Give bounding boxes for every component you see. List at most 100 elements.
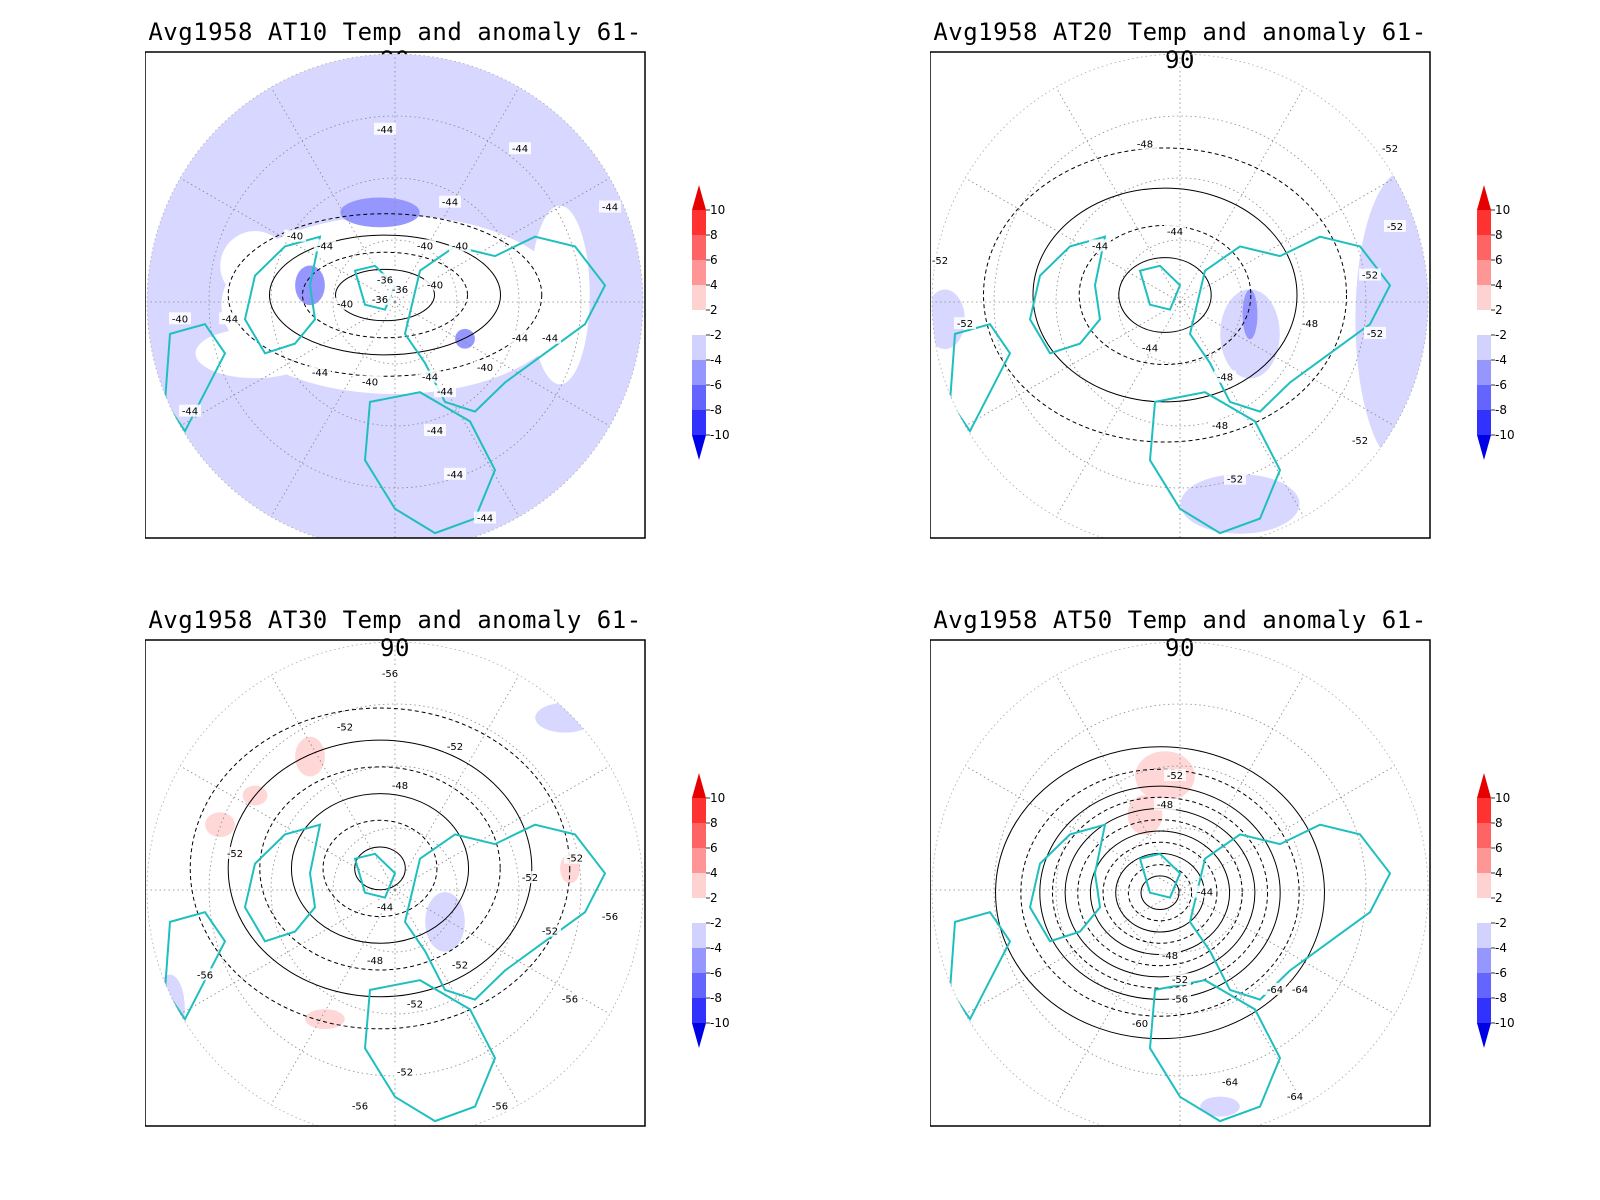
meridian-line — [1179, 889, 1305, 1105]
latitude-circle — [270, 765, 520, 1015]
meridian-line — [1179, 889, 1395, 1015]
contour-label: -52 — [407, 1000, 423, 1011]
colorbar-arrow-bottom — [692, 1023, 706, 1048]
colorbar-segment — [1477, 410, 1491, 435]
map-frame-border — [930, 639, 1431, 1127]
colorbar-label: 2 — [710, 891, 718, 905]
anomaly-area — [155, 974, 185, 1045]
colorbar-label: 10 — [710, 203, 725, 217]
contour-label: -40 — [417, 241, 433, 252]
colorbar-label: 10 — [1495, 791, 1510, 805]
colorbar-segment — [1477, 798, 1491, 823]
map-panel: Avg1958 AT30 Temp and anomaly 61-90 -56 -5… — [145, 598, 905, 1178]
coastline — [353, 852, 397, 899]
colorbar-arrow-bottom — [1477, 435, 1491, 460]
meridian-line — [965, 301, 1181, 427]
coastline — [363, 979, 497, 1123]
colorbar-label: -6 — [1495, 378, 1507, 392]
colorbar-segment — [692, 948, 706, 973]
contour-line — [1140, 875, 1180, 911]
contour-line — [269, 234, 501, 356]
contour-label: -44 — [427, 426, 443, 437]
map-area: -56 -52 -52 -48 -52 -44 -52 -52 -56 -48 -52 -52 -52 -… — [145, 639, 646, 1127]
meridian-line — [1179, 301, 1395, 427]
meridian-line — [180, 301, 396, 427]
contour-label: -36 — [372, 295, 388, 306]
colorbar-arrow-top — [1477, 773, 1491, 798]
colorbar-segment — [1477, 335, 1491, 360]
contour-label: -52 — [1382, 144, 1398, 155]
colorbar-label: 4 — [1495, 278, 1503, 292]
map-boundary — [931, 53, 1429, 538]
colorbar-segment — [692, 898, 706, 923]
anomaly-area — [1355, 170, 1428, 469]
contour-label: -52 — [1352, 436, 1368, 447]
colorbar-segment — [692, 260, 706, 285]
colorbar-arrow-bottom — [692, 435, 706, 460]
colorbar-segment — [1477, 310, 1491, 335]
colorbar-segment — [692, 798, 706, 823]
colorbar-label: -8 — [710, 991, 722, 1005]
colorbar-label: 2 — [1495, 303, 1503, 317]
latitude-circle — [1055, 177, 1305, 427]
colorbar-segment — [692, 998, 706, 1023]
latitude-circle — [332, 239, 458, 365]
colorbar-label: -4 — [710, 941, 722, 955]
contour-line — [259, 766, 501, 971]
anomaly-area — [1127, 795, 1163, 835]
meridian-line — [270, 301, 396, 517]
colorbar-segment — [1477, 360, 1491, 385]
meridian-line — [394, 889, 610, 1015]
map-panel: Avg1958 AT10 Temp and anomaly 61-90-44-4… — [145, 10, 905, 590]
contour-label: -44 — [377, 902, 393, 913]
colorbar-label: 6 — [710, 841, 718, 855]
colorbar-label: 6 — [1495, 841, 1503, 855]
map-boundary — [146, 641, 644, 1126]
contour-label: -48 — [1302, 319, 1318, 330]
coastline — [1188, 235, 1392, 413]
anomaly-area — [535, 702, 595, 733]
contour-label: -52 — [1167, 771, 1183, 782]
contour-label: -36 — [377, 275, 393, 286]
colorbar-label: -6 — [1495, 966, 1507, 980]
contour-label: -52 — [452, 961, 468, 972]
colorbar-segment — [692, 385, 706, 410]
contour-label: -44 — [437, 387, 453, 398]
colorbar-arrow-top — [692, 773, 706, 798]
colorbar-segment — [692, 973, 706, 998]
contour-label: -48 — [367, 956, 383, 967]
anomaly-strong-area — [1242, 289, 1258, 340]
colorbar-segment — [692, 335, 706, 360]
contour-label: -52 — [542, 927, 558, 938]
meridian-line — [394, 301, 610, 427]
latitude-circle — [1117, 239, 1243, 365]
colorbar-label: 4 — [1495, 866, 1503, 880]
map-boundary — [931, 641, 1429, 1126]
colorbar-label: -4 — [710, 353, 722, 367]
contour-label: -48 — [1217, 373, 1233, 384]
colorbar-label: -10 — [1495, 428, 1515, 442]
meridian-line — [1179, 87, 1305, 303]
contour-label: -44 — [222, 314, 238, 325]
contour-line — [1051, 796, 1269, 989]
colorbar: 10 8 6 4 2 -2 -4 -6 -8 -10 — [1477, 185, 1515, 460]
meridian-line — [965, 177, 1181, 303]
colorbar-label: 2 — [710, 303, 718, 317]
anomaly-area — [1180, 474, 1300, 534]
contour-line — [995, 746, 1325, 1040]
map-frame-border — [145, 51, 646, 539]
contour-label: -52 — [227, 849, 243, 860]
map-panel: Avg1958 AT20 Temp and anomaly 61-90 -48 -5… — [930, 10, 1600, 590]
anomaly-area — [1200, 1096, 1240, 1117]
contour-label: -52 — [1227, 475, 1243, 486]
colorbar-segment — [692, 410, 706, 435]
colorbar-label: 10 — [710, 791, 725, 805]
meridian-line — [270, 675, 396, 891]
contour-label: -48 — [1157, 800, 1173, 811]
colorbar-label: 4 — [710, 866, 718, 880]
colorbar-label: -8 — [1495, 403, 1507, 417]
colorbar-segment — [692, 823, 706, 848]
colorbar-segment — [1477, 923, 1491, 948]
coastline — [403, 823, 607, 1001]
contour-label: -40 — [427, 280, 443, 291]
